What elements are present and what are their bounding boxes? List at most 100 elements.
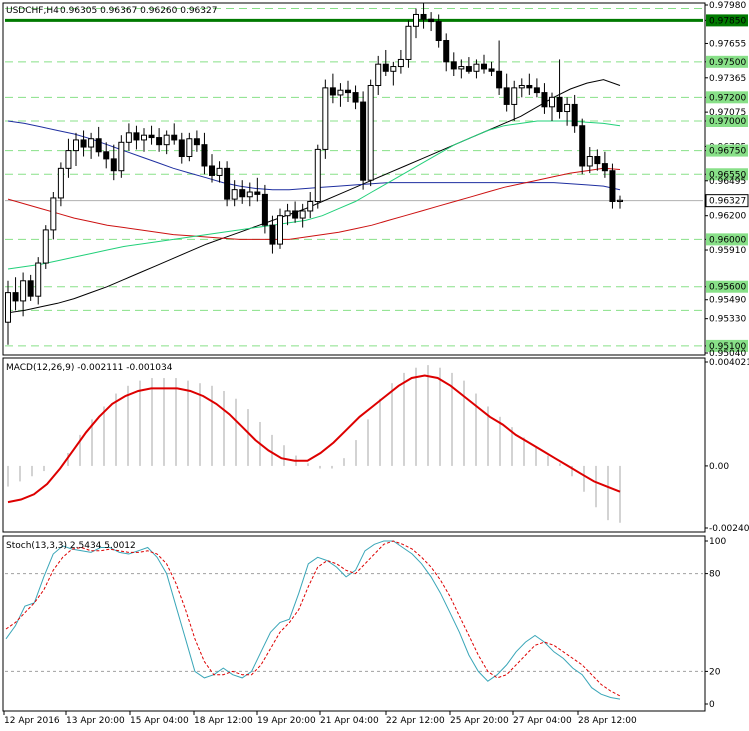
candle: [496, 40, 503, 95]
candle: [224, 161, 231, 207]
price-label: 0.95910: [709, 246, 746, 256]
candle-body: [163, 134, 170, 146]
candle-body: [367, 84, 374, 181]
candle: [292, 201, 299, 223]
level-label-box: [706, 144, 748, 157]
candle: [420, 2, 427, 29]
time-label: 13 Apr 20:00: [66, 716, 125, 726]
candle-body: [503, 87, 510, 105]
candle-body: [375, 63, 382, 86]
candle-body: [360, 101, 367, 181]
candle: [5, 280, 11, 345]
candle-body: [465, 66, 472, 72]
time-label: 27 Apr 04:00: [513, 716, 572, 726]
candle-body: [571, 103, 578, 127]
stoch-label: 100: [709, 537, 726, 547]
candle: [80, 130, 87, 157]
price-label: 0.95330: [709, 315, 746, 325]
candle-body: [390, 66, 397, 72]
candle: [103, 142, 110, 169]
price-label: 0.96327: [709, 197, 746, 207]
candle-body: [27, 280, 34, 297]
candle: [65, 138, 72, 178]
candle: [261, 184, 268, 234]
candle-body: [518, 84, 525, 89]
candle-body: [156, 137, 163, 146]
price-label: 0.95490: [709, 296, 746, 306]
candle-body: [345, 89, 351, 94]
candle-body: [299, 210, 306, 219]
candle: [118, 135, 125, 178]
candle-body: [526, 84, 533, 89]
candle: [193, 130, 200, 152]
candle-body: [450, 61, 457, 70]
candle-body: [178, 139, 185, 158]
candle: [133, 125, 140, 150]
candle: [556, 59, 563, 119]
stoch-levels: [5, 573, 703, 672]
candle: [277, 208, 283, 249]
level-label-box: [706, 55, 748, 68]
candle: [178, 132, 185, 164]
time-label: 19 Apr 20:00: [257, 716, 316, 726]
candle-body: [617, 199, 623, 202]
candle-body: [35, 262, 42, 297]
candle: [594, 149, 601, 171]
candle: [450, 52, 457, 77]
time-label: 22 Apr 12:00: [386, 716, 445, 726]
candle-body: [148, 134, 155, 139]
candle-body: [397, 58, 404, 68]
candle-body: [20, 280, 27, 302]
candle-body: [405, 25, 412, 60]
price-label: 0.96550: [709, 170, 746, 180]
candle-body: [261, 193, 268, 226]
candle-body: [42, 229, 49, 264]
candle-body: [118, 141, 125, 172]
candle: [110, 144, 117, 181]
stoch-lines: [5, 540, 621, 700]
candle: [156, 128, 163, 152]
candle: [428, 12, 435, 32]
candle-body: [133, 132, 140, 141]
stoch-title: Stoch(13,3,3) 2.5434 5.0012: [6, 541, 136, 551]
price-label: 0.97000: [709, 117, 746, 127]
candle: [465, 57, 472, 74]
level-label-box: [706, 339, 748, 352]
candle: [375, 55, 382, 95]
candle: [50, 192, 57, 240]
candle: [473, 59, 480, 79]
candle: [20, 272, 27, 317]
candle: [503, 73, 510, 112]
candle: [88, 132, 95, 159]
level-label-box: [706, 168, 748, 181]
level-label-box: [706, 280, 748, 293]
candle-body: [292, 210, 299, 219]
candle: [186, 132, 193, 162]
candle-body: [601, 163, 608, 172]
candle: [382, 49, 389, 77]
macd-label: 0.00: [709, 462, 729, 472]
candle: [246, 182, 253, 207]
candle-body: [541, 92, 548, 108]
ma-line-4: [7, 120, 621, 270]
candle-body: [352, 92, 359, 103]
level-label-box: [706, 233, 748, 246]
candle-body: [246, 191, 253, 198]
price-label: 0.97075: [709, 108, 746, 118]
candle: [141, 128, 147, 152]
candle-body: [201, 144, 208, 167]
candle: [579, 118, 586, 175]
price-label: 0.97200: [709, 93, 746, 103]
candle: [352, 85, 359, 110]
candle-body: [481, 63, 487, 70]
time-label: 25 Apr 20:00: [450, 716, 509, 726]
price-label: 0.97980: [709, 1, 746, 11]
price-label: 0.95040: [709, 349, 746, 359]
candle-body: [435, 21, 442, 42]
candle-body: [73, 139, 79, 152]
price-label: 0.95600: [709, 283, 746, 293]
candle-body: [594, 156, 601, 165]
candle-body: [209, 165, 215, 176]
candle: [458, 59, 465, 79]
candle: [329, 73, 336, 104]
